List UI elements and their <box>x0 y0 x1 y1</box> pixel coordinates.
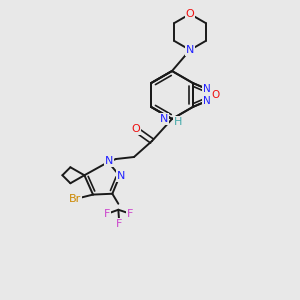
Text: O: O <box>132 124 140 134</box>
Text: N: N <box>203 84 211 94</box>
Text: H: H <box>174 117 182 127</box>
Text: O: O <box>186 9 194 19</box>
Text: N: N <box>203 96 211 106</box>
Text: F: F <box>127 209 134 219</box>
Text: N: N <box>160 114 168 124</box>
Text: N: N <box>105 156 113 166</box>
Text: Br: Br <box>69 194 81 204</box>
Text: N: N <box>116 171 125 181</box>
Text: N: N <box>186 45 194 55</box>
Text: O: O <box>212 90 220 100</box>
Text: F: F <box>116 219 122 229</box>
Text: F: F <box>104 209 110 219</box>
